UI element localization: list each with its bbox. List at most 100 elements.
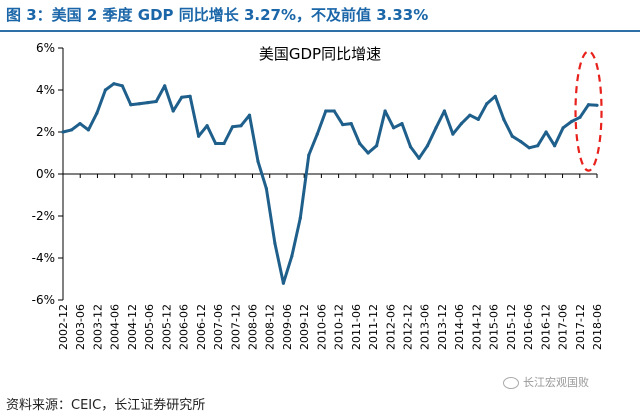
- x-tick-label: 2005-12: [160, 304, 173, 350]
- y-axis-ticks: 6% 4% 2% 0% -2% -4% -6%: [32, 41, 63, 307]
- highlight-ellipse: [574, 50, 603, 172]
- data-point: [425, 144, 430, 148]
- data-point: [273, 241, 277, 245]
- data-point: [264, 187, 268, 191]
- y-tick-label: 2%: [36, 125, 55, 139]
- x-tick-label: 2006-12: [195, 304, 208, 350]
- data-point: [180, 95, 184, 99]
- x-tick-label: 2007-06: [212, 304, 225, 350]
- x-tick-label: 2018-06: [591, 304, 604, 350]
- x-tick-label: 2010-06: [315, 304, 328, 350]
- x-axis-ticks: 2002-12 2003-06 2003-12 2004-06 2004-12 2005-…: [57, 174, 604, 350]
- data-point: [315, 132, 319, 136]
- data-point: [586, 103, 591, 107]
- data-point: [137, 102, 141, 106]
- data-point: [146, 101, 150, 105]
- data-point: [163, 84, 167, 88]
- x-tick-label: 2004-06: [109, 304, 122, 350]
- data-point: [188, 94, 192, 98]
- x-tick-label: 2006-06: [178, 304, 191, 350]
- data-point: [476, 117, 480, 121]
- data-point: [247, 113, 252, 117]
- data-point: [519, 139, 523, 144]
- data-point: [392, 126, 396, 130]
- data-point: [307, 153, 311, 157]
- data-point: [544, 130, 548, 134]
- data-point: [468, 113, 472, 117]
- x-tick-label: 2005-06: [143, 304, 156, 350]
- x-tick-label: 2009-12: [298, 304, 311, 350]
- gdp-growth-series-line: [62, 82, 598, 285]
- data-point: [95, 111, 99, 115]
- x-tick-label: 2009-06: [281, 304, 294, 350]
- data-point: [120, 84, 124, 88]
- x-tick-label: 2011-06: [350, 304, 363, 350]
- title-rule: [0, 30, 640, 32]
- data-point: [366, 151, 370, 155]
- data-point: [383, 109, 387, 113]
- x-tick-label: 2016-06: [522, 304, 535, 350]
- data-point: [595, 103, 599, 107]
- x-tick-label: 2014-06: [453, 304, 466, 350]
- y-tick-label: 6%: [36, 41, 55, 55]
- data-point: [230, 125, 235, 129]
- data-point: [332, 109, 336, 113]
- data-point: [324, 109, 328, 113]
- x-tick-label: 2007-12: [229, 304, 242, 350]
- x-tick-label: 2012-12: [402, 304, 415, 350]
- line-chart: 6%4%2%0%-2%-4%-6% 2002-12 2003-06 2003-12 2…: [32, 41, 604, 350]
- x-tick-label: 2008-12: [264, 304, 277, 350]
- x-tick-label: 2010-12: [333, 304, 346, 350]
- x-tick-label: 2014-12: [470, 304, 483, 350]
- data-point: [239, 124, 243, 128]
- data-point: [578, 115, 582, 119]
- data-point: [553, 144, 557, 148]
- data-point: [78, 122, 82, 126]
- data-point: [349, 122, 353, 126]
- x-tick-label: 2002-12: [57, 304, 70, 350]
- watermark-text: 长江宏观国败: [523, 376, 589, 389]
- data-point: [197, 134, 201, 138]
- x-tick-label: 2013-12: [436, 304, 449, 350]
- data-point: [290, 254, 294, 258]
- y-tick-label: -4%: [32, 251, 55, 265]
- wechat-logo-icon: [503, 377, 519, 389]
- x-tick-label: 2011-12: [367, 304, 380, 350]
- x-tick-label: 2015-12: [505, 304, 518, 350]
- data-point: [298, 216, 302, 220]
- x-tick-label: 2003-06: [74, 304, 87, 350]
- data-point: [281, 281, 285, 285]
- data-point: [451, 132, 455, 136]
- data-point: [536, 144, 540, 148]
- x-tick-label: 2008-06: [246, 304, 259, 350]
- figure-title: 图 3：美国 2 季度 GDP 同比增长 3.27%，不及前值 3.33%: [6, 6, 429, 24]
- data-point: [493, 94, 497, 98]
- data-point: [222, 141, 226, 146]
- data-point: [61, 130, 65, 134]
- data-point: [459, 122, 463, 126]
- data-point: [69, 128, 74, 132]
- x-tick-label: 2015-06: [488, 304, 501, 350]
- data-point: [434, 126, 438, 130]
- x-tick-label: 2017-06: [557, 304, 570, 350]
- data-point: [510, 134, 514, 138]
- y-tick-label: -2%: [32, 209, 55, 223]
- data-point: [442, 109, 446, 113]
- data-point: [485, 102, 489, 106]
- data-point: [112, 82, 116, 86]
- data-point: [561, 126, 565, 130]
- x-tick-label: 2016-12: [539, 304, 552, 350]
- series-points: [61, 82, 599, 285]
- x-tick-label: 2017-12: [574, 304, 587, 350]
- source-note: 资料来源：CEIC，长江证券研究所: [6, 398, 206, 413]
- watermark: 长江宏观国败: [503, 374, 589, 390]
- data-point: [256, 159, 260, 163]
- x-tick-label: 2004-12: [126, 304, 139, 350]
- data-point: [417, 156, 421, 160]
- data-point: [86, 128, 90, 132]
- data-point: [171, 109, 175, 113]
- data-point: [527, 146, 531, 150]
- data-point: [154, 99, 158, 104]
- x-tick-label: 2012-06: [384, 304, 397, 350]
- y-tick-label: -6%: [32, 293, 55, 307]
